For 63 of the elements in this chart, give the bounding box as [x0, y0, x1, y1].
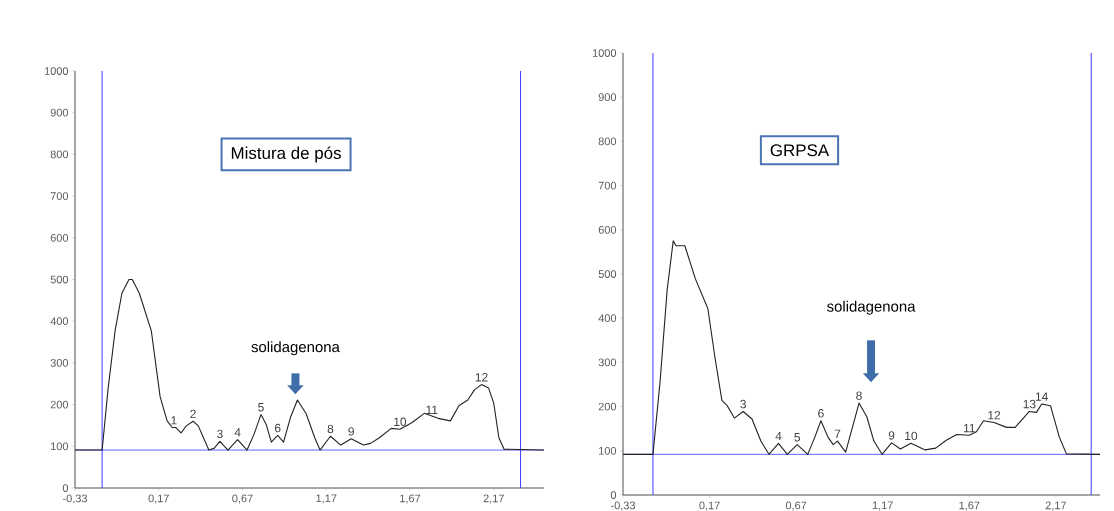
y-tick-label: 600: [598, 225, 617, 234]
x-tick-label: 0,17: [699, 501, 720, 511]
annotation: 7: [834, 429, 841, 438]
y-tick-label: 800: [598, 137, 617, 146]
x-tick-label: 0,17: [148, 494, 169, 504]
x-tick-label: 1,67: [959, 501, 980, 511]
annotation: 6: [818, 409, 824, 418]
annotation: 3: [217, 429, 223, 439]
y-tick-label: 0: [62, 484, 69, 492]
y-tick-label: 200: [50, 400, 69, 409]
x-tick-label: 2,17: [483, 494, 504, 504]
x-tick-label: 1,67: [400, 494, 421, 504]
annotation: 9: [348, 427, 354, 436]
y-tick-label: 100: [599, 446, 617, 455]
text: Mistura de pós: [231, 146, 341, 163]
y-tick-label: 900: [598, 93, 617, 102]
x-tick-label: -0,33: [611, 501, 636, 511]
annotation: 13: [1023, 399, 1036, 409]
annotation: 12: [988, 410, 1001, 420]
y-tick-label: 700: [598, 181, 617, 190]
annotation: 10: [905, 431, 918, 441]
annotation: 12: [475, 373, 488, 382]
line-series: [74, 278, 545, 451]
y-tick-label: 400: [598, 314, 617, 323]
annotation: 6: [274, 423, 281, 433]
y-tick-label: 700: [50, 192, 69, 200]
x-tick-label: 0,67: [785, 501, 807, 511]
y-tick-label: 500: [50, 275, 69, 284]
y-tick-label: 800: [50, 150, 69, 159]
annotation: 5: [258, 403, 264, 412]
x-tick-label: 0,67: [232, 494, 253, 504]
annotation: 9: [888, 431, 895, 440]
y-tick-label: 1000: [592, 49, 617, 57]
y-tick-label: 600: [50, 233, 69, 242]
y-tick-label: 200: [598, 402, 617, 411]
annotation: solidagenona: [251, 341, 340, 356]
annotation: 4: [775, 431, 782, 441]
annotation: 1: [171, 416, 177, 425]
y-tick-label: 100: [51, 442, 69, 451]
y-tick-label: 500: [598, 270, 617, 278]
y-tick-label: 900: [50, 108, 69, 117]
text: GRPSA: [770, 144, 830, 157]
annotation: solidagenona: [827, 300, 916, 315]
y-tick-label: 1000: [44, 67, 69, 75]
y-tick-label: 0: [610, 491, 617, 499]
annotation: 3: [740, 399, 746, 409]
annotation: 11: [963, 423, 975, 433]
x-tick-label: 1,17: [316, 494, 337, 504]
annotation: 2: [190, 409, 196, 419]
annotation: 8: [856, 391, 862, 400]
x-tick-label: -0,33: [63, 494, 87, 504]
line-series: [622, 240, 1101, 455]
y-tick-label: 300: [598, 358, 617, 367]
y-tick-label: 300: [50, 359, 69, 367]
annotation: 11: [426, 405, 438, 414]
annotation: 8: [327, 424, 334, 434]
annotation: 14: [1035, 392, 1048, 401]
annotation: 10: [394, 417, 407, 427]
annotation: 5: [794, 433, 800, 442]
y-tick-label: 400: [50, 317, 69, 326]
x-tick-label: 1,17: [872, 501, 893, 511]
annotation: 4: [234, 428, 241, 437]
x-tick-label: 2,17: [1045, 501, 1066, 511]
